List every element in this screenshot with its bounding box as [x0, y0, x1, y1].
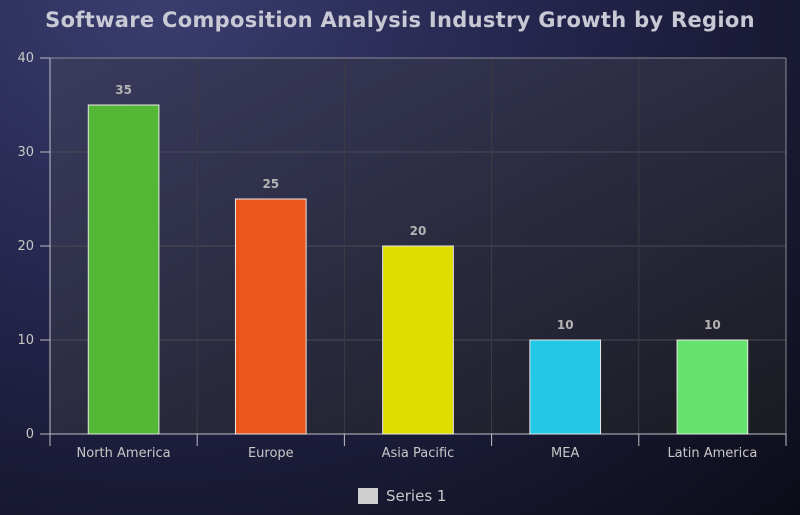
legend-label-series-1: Series 1	[386, 487, 447, 505]
bar	[234, 198, 307, 435]
y-tick-label: 40	[17, 51, 34, 66]
y-tick-label: 30	[17, 145, 34, 160]
x-tick-label: Europe	[248, 446, 294, 461]
x-tick-label: MEA	[551, 446, 579, 461]
bar	[87, 104, 160, 435]
data-label: 20	[410, 224, 427, 238]
data-label: 25	[262, 177, 279, 191]
data-label: 10	[704, 318, 721, 332]
y-tick-label: 10	[17, 333, 34, 348]
y-tick-label: 20	[17, 239, 34, 254]
data-label: 10	[557, 318, 574, 332]
bar	[676, 339, 749, 435]
data-label: 35	[115, 83, 132, 97]
legend: Series 1	[358, 487, 446, 505]
bar	[382, 245, 454, 435]
bars	[87, 104, 749, 435]
x-tick-label: North America	[77, 446, 171, 461]
legend-swatch	[358, 488, 378, 504]
labels: 35 North America 25 Europe 20 Asia Pacific 10 M…	[77, 83, 758, 461]
x-tick-label: Asia Pacific	[382, 446, 455, 461]
x-tick-label: Latin America	[667, 446, 757, 461]
y-tick-label: 0	[26, 427, 34, 442]
chart-title: Software Composition Analysis Industry G…	[45, 8, 755, 32]
bar	[529, 339, 602, 435]
